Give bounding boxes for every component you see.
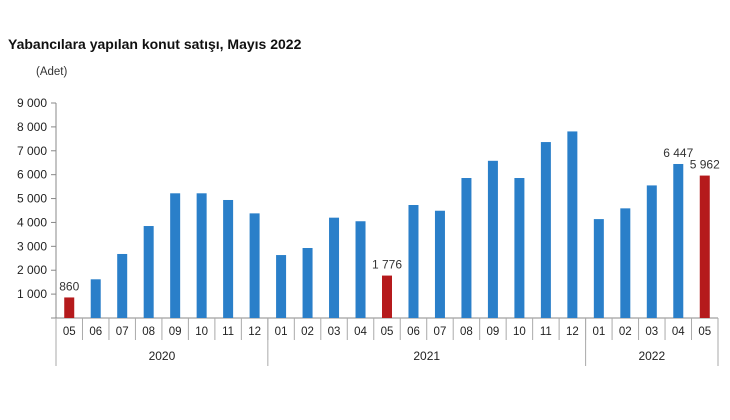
bar xyxy=(143,226,154,318)
x-tick-label: 01 xyxy=(275,326,288,338)
bar xyxy=(382,275,392,318)
x-tick-label: 08 xyxy=(460,326,473,338)
y-tick-label: 1 000 xyxy=(17,287,47,301)
x-tick-label: 05 xyxy=(63,326,76,338)
bar xyxy=(514,178,525,318)
bar xyxy=(90,279,101,318)
bar xyxy=(434,210,445,318)
bar xyxy=(302,248,313,318)
bar xyxy=(170,193,181,318)
x-tick-label: 03 xyxy=(328,326,341,338)
x-tick-label: 09 xyxy=(487,326,500,338)
x-tick-label: 09 xyxy=(169,326,182,338)
x-tick-label: 12 xyxy=(566,326,579,338)
x-tick-label: 06 xyxy=(407,326,420,338)
bar xyxy=(355,221,366,318)
bar xyxy=(64,297,75,318)
y-tick-label: 3 000 xyxy=(17,239,47,253)
x-tick-label: 08 xyxy=(142,326,155,338)
year-label: 2022 xyxy=(638,349,665,363)
x-tick-label: 06 xyxy=(89,326,102,338)
x-tick-label: 02 xyxy=(301,326,314,338)
bar xyxy=(487,160,498,318)
y-tick-label: 4 000 xyxy=(17,215,47,229)
bar xyxy=(117,253,128,318)
x-tick-label: 05 xyxy=(381,326,394,338)
bar xyxy=(276,255,287,318)
x-tick-label: 01 xyxy=(592,326,605,338)
y-tick-label: 2 000 xyxy=(17,263,47,277)
x-tick-label: 04 xyxy=(354,326,367,338)
bar xyxy=(196,193,207,318)
bar xyxy=(620,208,631,318)
chart-title: Yabancılara yapılan konut satışı, Mayıs … xyxy=(8,36,302,52)
x-tick-label: 10 xyxy=(513,326,526,338)
bar xyxy=(249,213,260,318)
bar xyxy=(593,219,604,318)
bar xyxy=(699,175,710,318)
x-tick-label: 02 xyxy=(619,326,632,338)
bar xyxy=(329,217,340,318)
bar xyxy=(408,205,419,318)
y-tick-label: 8 000 xyxy=(17,120,47,134)
x-tick-label: 04 xyxy=(672,326,685,338)
x-tick-label: 05 xyxy=(698,326,711,338)
x-tick-label: 10 xyxy=(195,326,208,338)
x-tick-label: 07 xyxy=(116,326,129,338)
bar xyxy=(646,185,657,318)
bar xyxy=(567,131,578,318)
x-tick-label: 11 xyxy=(222,326,234,338)
x-tick-label: 07 xyxy=(434,326,447,338)
data-label: 1 776 xyxy=(372,258,402,272)
x-tick-label: 03 xyxy=(645,326,658,338)
bar xyxy=(223,199,234,318)
y-tick-label: 7 000 xyxy=(17,144,47,158)
bar xyxy=(673,163,684,318)
y-axis-unit: (Adet) xyxy=(36,66,68,78)
x-tick-label: 12 xyxy=(248,326,261,338)
y-tick-label: 9 000 xyxy=(17,96,47,110)
bar xyxy=(461,178,472,318)
y-tick-label: 6 000 xyxy=(17,168,47,182)
bar xyxy=(540,142,551,318)
data-label: 860 xyxy=(59,279,79,293)
year-label: 2020 xyxy=(149,349,176,363)
y-tick-label: 5 000 xyxy=(17,192,47,206)
data-label: 5 962 xyxy=(690,158,720,172)
x-tick-label: 11 xyxy=(540,326,552,338)
year-label: 2021 xyxy=(413,349,440,363)
data-label: 6 447 xyxy=(663,146,693,160)
